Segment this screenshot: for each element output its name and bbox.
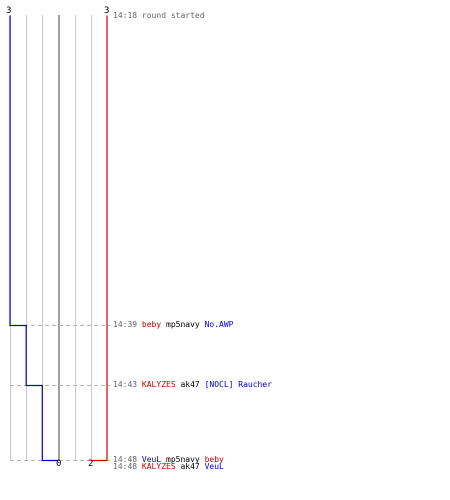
event-time: 14:18 xyxy=(113,11,138,20)
event-player-team-a: KALYZES xyxy=(141,380,176,389)
team-a-start-count: 3 xyxy=(104,6,110,16)
event-row: 14:48 VeuL mp5navy beby xyxy=(113,455,224,464)
event-weapon: mp5navy xyxy=(166,320,200,329)
event-row: 14:48 KALYZES ak47 VeuL xyxy=(113,462,224,471)
event-player-team-b: VeuL xyxy=(141,455,162,464)
event-player-team-a: beby xyxy=(141,320,162,329)
event-row: 14:39 beby mp5navy No.AWP xyxy=(113,320,233,329)
team-a-end-count: 2 xyxy=(88,459,94,469)
event-weapon: ak47 xyxy=(180,380,200,389)
event-player-team-b: VeuL xyxy=(204,462,224,471)
event-status: round started xyxy=(141,11,205,20)
team-b-alive-line xyxy=(9,15,59,462)
team-b-start-count: 3 xyxy=(6,6,12,16)
event-weapon: ak47 xyxy=(180,462,200,471)
team-a-alive-line xyxy=(90,15,108,462)
event-row: 14:43 KALYZES ak47 [NOCL] Raucher xyxy=(113,380,272,389)
event-row: 14:18 round started xyxy=(113,11,205,20)
event-player-team-b: No.AWP xyxy=(204,320,234,329)
event-time: 14:48 xyxy=(113,462,138,471)
event-player-team-a: beby xyxy=(204,455,224,464)
event-weapon: mp5navy xyxy=(166,455,200,464)
team-b-end-count: 0 xyxy=(56,459,62,469)
event-time: 14:43 xyxy=(113,380,138,389)
event-player-team-b: [NOCL] Raucher xyxy=(204,380,272,389)
event-time: 14:48 xyxy=(113,455,138,464)
event-time: 14:39 xyxy=(113,320,138,329)
event-player-team-a: KALYZES xyxy=(141,462,176,471)
